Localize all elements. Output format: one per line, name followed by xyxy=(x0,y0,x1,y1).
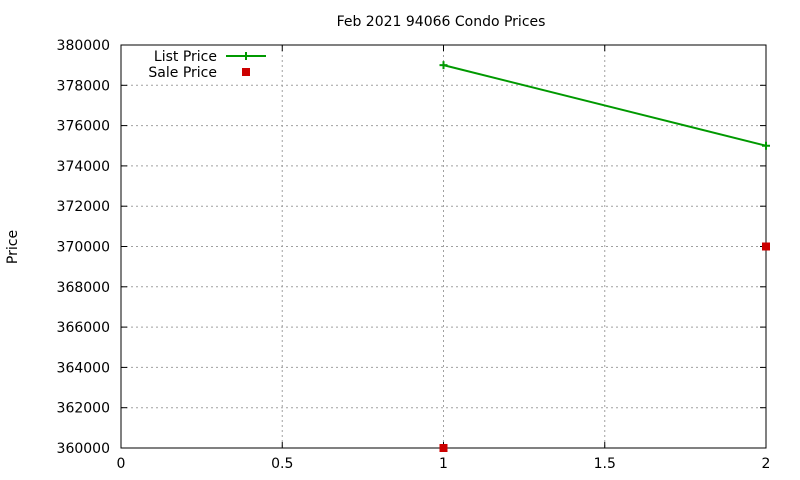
axis-ticks: 0 0.5 1 1.5 2 360000 362000 364000 366000 368000 3… xyxy=(57,38,771,472)
legend-label-sale-price: Sale Price xyxy=(148,65,217,81)
sale-price-point xyxy=(439,444,448,452)
x-tick-label: 0.5 xyxy=(271,456,293,472)
y-tick-label: 368000 xyxy=(57,280,110,296)
legend-swatch-marker xyxy=(242,68,250,76)
grid xyxy=(121,45,766,448)
chart-title: Feb 2021 94066 Condo Prices xyxy=(337,14,546,30)
x-tick-label: 0 xyxy=(117,456,126,472)
list-price-line xyxy=(443,64,767,147)
y-tick-label: 362000 xyxy=(57,401,110,417)
x-tick-label: 1.5 xyxy=(594,456,616,472)
y-tick-label: 364000 xyxy=(57,360,110,376)
x-tick-label: 1 xyxy=(439,456,448,472)
x-tick-label: 2 xyxy=(762,456,771,472)
y-tick-label: 376000 xyxy=(57,119,110,135)
y-tick-label: 372000 xyxy=(57,199,110,215)
series-group xyxy=(439,61,770,452)
y-tick-label: 378000 xyxy=(57,78,110,94)
y-tick-label: 360000 xyxy=(57,441,110,457)
y-axis-label: Price xyxy=(5,230,21,264)
y-tick-label: 380000 xyxy=(57,38,110,54)
y-tick-label: 374000 xyxy=(57,159,110,175)
y-tick-label: 370000 xyxy=(57,240,110,256)
y-tick-label: 366000 xyxy=(57,320,110,336)
legend-swatch-marker xyxy=(242,52,250,60)
sale-price-point xyxy=(762,242,770,251)
list-price-point xyxy=(762,141,770,150)
list-price-point xyxy=(439,61,448,70)
legend-label-list-price: List Price xyxy=(154,49,217,65)
